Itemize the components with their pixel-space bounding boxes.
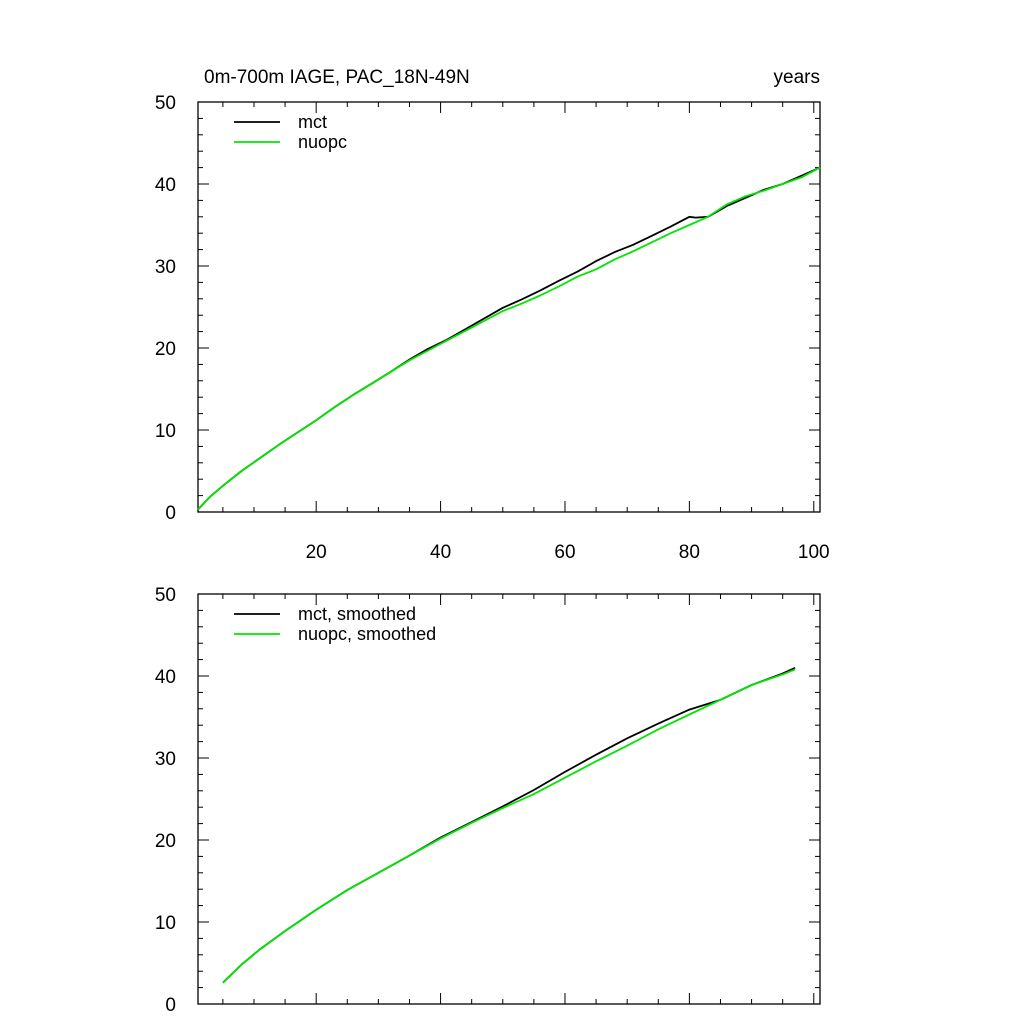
series-line-nuopc	[197, 166, 821, 511]
y-tick-label: 10	[155, 421, 176, 442]
units-label: years	[774, 67, 820, 88]
legend-label: nuopc, smoothed	[298, 624, 436, 644]
y-tick-label: 0	[165, 995, 176, 1016]
y-tick-label: 20	[155, 339, 176, 360]
y-tick-label: 40	[155, 667, 176, 688]
y-tick-label: 50	[155, 585, 176, 606]
x-tick-label: 40	[430, 542, 451, 563]
x-tick-label: 60	[554, 542, 575, 563]
y-tick-label: 20	[155, 831, 176, 852]
plot-frame	[197, 593, 821, 1005]
y-tick-label: 30	[155, 749, 176, 770]
y-tick-label: 30	[155, 257, 176, 278]
y-tick-label: 40	[155, 175, 176, 196]
y-tick-label: 10	[155, 913, 176, 934]
y-tick-label: 0	[165, 503, 176, 524]
chart-title: 0m-700m IAGE, PAC_18N-49N	[204, 67, 470, 88]
y-tick-label: 50	[155, 93, 176, 114]
series-line-mct	[222, 666, 796, 984]
series-line-nuopc	[222, 668, 796, 984]
x-tick-label: 80	[679, 542, 700, 563]
x-tick-label: 20	[306, 542, 327, 563]
x-tick-label: 100	[798, 542, 830, 563]
series-line-mct	[197, 166, 821, 511]
legend-label: nuopc	[298, 132, 347, 152]
legend-label: mct	[298, 112, 327, 132]
legend-label: mct, smoothed	[298, 604, 416, 624]
plot-frame	[197, 101, 821, 513]
